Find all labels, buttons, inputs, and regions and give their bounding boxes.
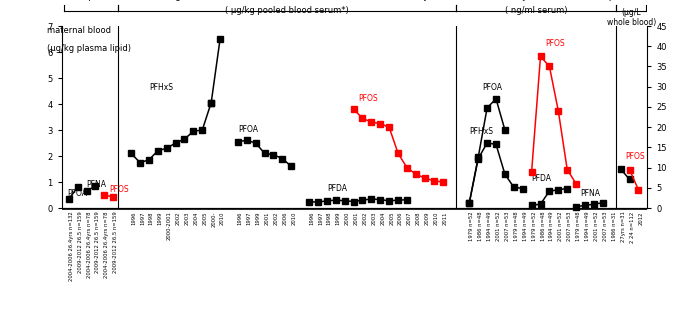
Text: 1986 n=31: 1986 n=31 (612, 212, 616, 241)
Text: 2000-2001: 2000-2001 (166, 212, 172, 240)
Text: 2001 n=52: 2001 n=52 (496, 212, 501, 241)
Text: 2000-: 2000- (211, 212, 216, 227)
Text: ( μg/kg pooled blood serum*): ( μg/kg pooled blood serum*) (225, 6, 349, 15)
Text: PFNA: PFNA (86, 180, 107, 189)
Text: (μg/L
whole blood): (μg/L whole blood) (607, 8, 656, 27)
Text: ( ng/ml serum): ( ng/ml serum) (505, 6, 567, 15)
Text: 2004-2006 26.4yrs n=132: 2004-2006 26.4yrs n=132 (68, 212, 74, 281)
Text: 2006: 2006 (282, 212, 288, 225)
Text: 1996: 1996 (309, 212, 314, 225)
Text: 2000: 2000 (345, 212, 350, 225)
Text: PFDA: PFDA (327, 184, 347, 193)
Text: 1996: 1996 (131, 212, 136, 225)
Text: 2009-2012 26.5 n=159: 2009-2012 26.5 n=159 (77, 212, 83, 273)
Text: 2009-2012 26.5 n=159: 2009-2012 26.5 n=159 (95, 212, 101, 273)
Text: 1994 n=49: 1994 n=49 (523, 212, 527, 241)
Text: 1996: 1996 (238, 212, 243, 225)
Text: PFOS: PFOS (109, 185, 129, 194)
Text: PFOS: PFOS (545, 39, 564, 48)
Text: maternal blood: maternal blood (47, 26, 110, 35)
Text: 1999: 1999 (256, 212, 261, 225)
Text: 2001: 2001 (353, 212, 358, 225)
Text: 2011: 2011 (443, 212, 447, 225)
Text: PFNA: PFNA (581, 189, 601, 198)
Text: 1998: 1998 (327, 212, 332, 225)
Text: PFHxS: PFHxS (469, 127, 493, 136)
Text: 1979 n=52: 1979 n=52 (532, 212, 536, 241)
Text: Northern Norway - Men serum sample: Northern Norway - Men serum sample (449, 0, 623, 1)
Text: 2007 n=53: 2007 n=53 (567, 212, 572, 241)
Text: PFHxS: PFHxS (149, 83, 173, 92)
Text: 2001: 2001 (264, 212, 270, 225)
Text: 2004: 2004 (193, 212, 199, 225)
Text: 2009-2012 26.5 n=159: 2009-2012 26.5 n=159 (113, 212, 119, 273)
Text: 1998: 1998 (149, 212, 154, 225)
Text: 2007: 2007 (407, 212, 412, 225)
Text: 2005: 2005 (202, 212, 208, 225)
Text: 2010: 2010 (434, 212, 438, 225)
Text: 1994 n=49: 1994 n=49 (585, 212, 590, 241)
Text: 2002: 2002 (362, 212, 367, 225)
Text: 1994 n=49: 1994 n=49 (549, 212, 554, 241)
Text: PFOA: PFOA (67, 188, 87, 198)
Text: 1979 n=52: 1979 n=52 (469, 212, 474, 241)
Text: 2007 n=53: 2007 n=53 (603, 212, 608, 241)
Text: 2003: 2003 (184, 212, 190, 225)
Text: 2010: 2010 (220, 212, 225, 225)
Text: 2004: 2004 (380, 212, 385, 225)
Text: Nunavik: Nunavik (613, 0, 650, 1)
Text: PFOA: PFOA (238, 125, 258, 134)
Text: 2007 n=53: 2007 n=53 (505, 212, 510, 241)
Text: Nursing Swedish first time mothers three weeks after delivery: Nursing Swedish first time mothers three… (145, 0, 428, 1)
Text: PFOS: PFOS (615, 0, 647, 2)
Text: 1979 n=48: 1979 n=48 (576, 212, 581, 241)
Text: 1997: 1997 (247, 212, 252, 225)
Text: PFDA: PFDA (532, 174, 551, 183)
Text: 2012: 2012 (638, 212, 643, 225)
Text: 2001 n=52: 2001 n=52 (558, 212, 563, 241)
Text: 1997: 1997 (318, 212, 323, 225)
Text: Yup'ik: Yup'ik (78, 0, 104, 1)
Text: 2002: 2002 (273, 212, 279, 225)
Text: 1999: 1999 (336, 212, 341, 225)
Text: PFOA: PFOA (483, 83, 503, 92)
Text: 2004-2006 26.4yrs n=78: 2004-2006 26.4yrs n=78 (104, 212, 110, 278)
Text: PFOS: PFOS (625, 152, 645, 162)
Text: 27yrs n=31: 27yrs n=31 (621, 212, 625, 242)
Text: 2005: 2005 (389, 212, 394, 225)
Text: 1997: 1997 (140, 212, 145, 225)
Text: 1999: 1999 (158, 212, 163, 225)
Text: 2008: 2008 (416, 212, 421, 225)
Text: 2 24 n=112: 2 24 n=112 (630, 212, 634, 243)
Text: 2002: 2002 (175, 212, 181, 225)
Text: 1986 n=48: 1986 n=48 (478, 212, 483, 241)
Text: 2003: 2003 (371, 212, 376, 225)
Text: 2006: 2006 (398, 212, 403, 225)
Text: 1979 n=48: 1979 n=48 (514, 212, 519, 241)
Text: 2004-2006 26.4yrs n=78: 2004-2006 26.4yrs n=78 (86, 212, 92, 278)
Text: 1994 n=49: 1994 n=49 (487, 212, 492, 241)
Text: 2010: 2010 (291, 212, 297, 225)
Text: PFOS: PFOS (358, 94, 377, 103)
Text: 2001 n=52: 2001 n=52 (594, 212, 599, 241)
Text: 1986 n=48: 1986 n=48 (540, 212, 545, 241)
Text: (μg/kg plasma lipid): (μg/kg plasma lipid) (47, 44, 131, 53)
Text: 2009: 2009 (425, 212, 429, 225)
